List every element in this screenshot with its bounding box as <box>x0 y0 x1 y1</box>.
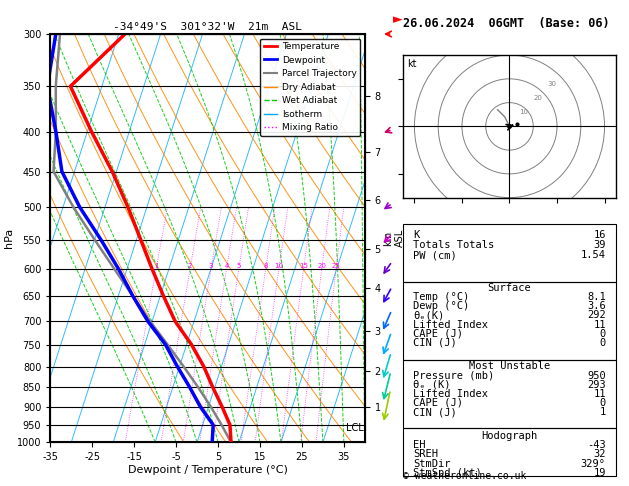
X-axis label: Dewpoint / Temperature (°C): Dewpoint / Temperature (°C) <box>128 465 287 475</box>
Text: 25: 25 <box>331 263 340 269</box>
Bar <box>403 224 616 282</box>
Y-axis label: km
ASL: km ASL <box>384 229 405 247</box>
Text: 0: 0 <box>599 398 606 408</box>
Text: Lifted Index: Lifted Index <box>413 320 488 330</box>
Text: PW (cm): PW (cm) <box>413 250 457 260</box>
Text: 1: 1 <box>154 263 159 269</box>
Bar <box>403 428 616 476</box>
Text: 0: 0 <box>599 329 606 339</box>
Text: 329°: 329° <box>581 459 606 469</box>
Text: Dewp (°C): Dewp (°C) <box>413 301 469 312</box>
Bar <box>403 360 616 428</box>
Text: 26.06.2024  06GMT  (Base: 06): 26.06.2024 06GMT (Base: 06) <box>403 17 609 30</box>
Text: 3.6: 3.6 <box>587 301 606 312</box>
Text: 292: 292 <box>587 311 606 320</box>
Text: 8: 8 <box>264 263 268 269</box>
Text: 5: 5 <box>237 263 241 269</box>
Bar <box>403 282 616 360</box>
Text: kt: kt <box>407 59 416 69</box>
Text: θₑ(K): θₑ(K) <box>413 311 445 320</box>
Text: 30: 30 <box>548 81 557 87</box>
Text: EH: EH <box>413 440 426 451</box>
Text: 1: 1 <box>599 407 606 417</box>
Text: Temp (°C): Temp (°C) <box>413 292 469 302</box>
Title: -34°49'S  301°32'W  21m  ASL: -34°49'S 301°32'W 21m ASL <box>113 22 302 32</box>
Text: 4: 4 <box>225 263 229 269</box>
Text: 15: 15 <box>299 263 308 269</box>
Text: CAPE (J): CAPE (J) <box>413 398 463 408</box>
Text: StmSpd (kt): StmSpd (kt) <box>413 468 482 478</box>
Text: 32: 32 <box>593 450 606 459</box>
Text: 19: 19 <box>593 468 606 478</box>
Text: 11: 11 <box>593 320 606 330</box>
Text: 11: 11 <box>593 389 606 399</box>
Text: 10: 10 <box>274 263 284 269</box>
Text: -43: -43 <box>587 440 606 451</box>
Legend: Temperature, Dewpoint, Parcel Trajectory, Dry Adiabat, Wet Adiabat, Isotherm, Mi: Temperature, Dewpoint, Parcel Trajectory… <box>260 38 360 136</box>
Text: 39: 39 <box>593 240 606 250</box>
Text: θₑ (K): θₑ (K) <box>413 380 451 390</box>
Text: Hodograph: Hodograph <box>481 431 538 441</box>
Text: SREH: SREH <box>413 450 438 459</box>
Text: 8.1: 8.1 <box>587 292 606 302</box>
Text: 0: 0 <box>599 338 606 348</box>
Text: 3: 3 <box>209 263 213 269</box>
Text: 16: 16 <box>593 230 606 240</box>
Text: 1.54: 1.54 <box>581 250 606 260</box>
Y-axis label: hPa: hPa <box>4 228 14 248</box>
Text: Most Unstable: Most Unstable <box>469 361 550 371</box>
Text: Pressure (mb): Pressure (mb) <box>413 371 494 381</box>
Text: 950: 950 <box>587 371 606 381</box>
Text: © weatheronline.co.uk: © weatheronline.co.uk <box>403 471 526 481</box>
Text: LCL: LCL <box>346 423 364 434</box>
Text: Lifted Index: Lifted Index <box>413 389 488 399</box>
Text: CAPE (J): CAPE (J) <box>413 329 463 339</box>
Text: ►: ► <box>393 14 403 27</box>
Text: 10: 10 <box>520 109 528 115</box>
Text: 20: 20 <box>317 263 326 269</box>
Text: Totals Totals: Totals Totals <box>413 240 494 250</box>
Text: StmDir: StmDir <box>413 459 451 469</box>
Text: Surface: Surface <box>487 283 532 293</box>
Text: 20: 20 <box>533 95 542 101</box>
Text: CIN (J): CIN (J) <box>413 407 457 417</box>
Text: 293: 293 <box>587 380 606 390</box>
Text: CIN (J): CIN (J) <box>413 338 457 348</box>
Text: 2: 2 <box>188 263 192 269</box>
Text: K: K <box>413 230 420 240</box>
